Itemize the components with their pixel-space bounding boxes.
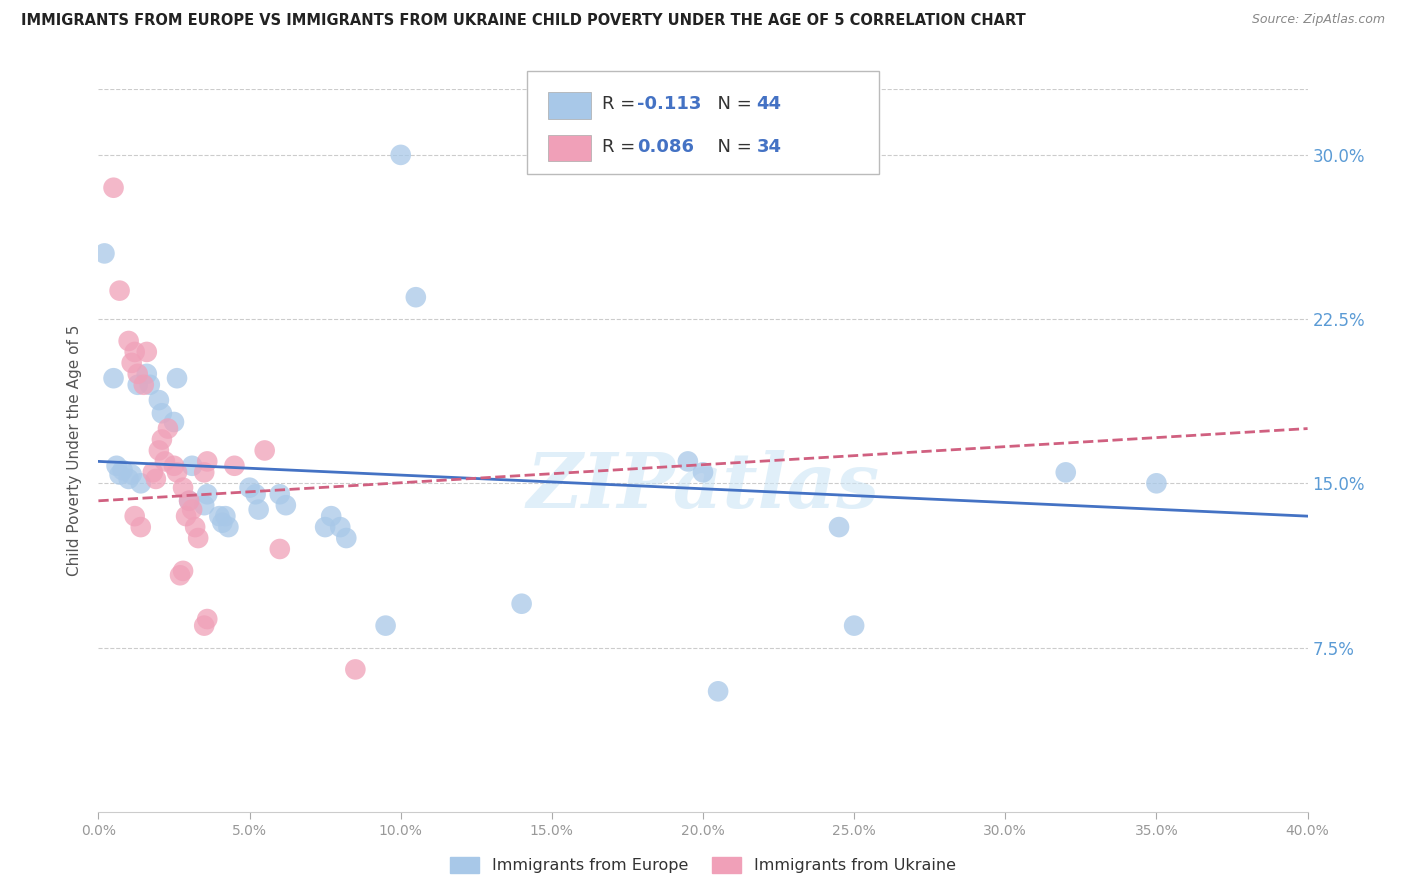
Text: 0.086: 0.086	[637, 138, 695, 156]
Y-axis label: Child Poverty Under the Age of 5: Child Poverty Under the Age of 5	[67, 325, 83, 576]
Point	[142, 466, 165, 480]
Point	[172, 481, 194, 495]
Point	[269, 541, 291, 556]
Point	[156, 421, 179, 435]
Point	[132, 377, 155, 392]
Point	[103, 371, 125, 385]
Point	[184, 520, 207, 534]
Point	[108, 284, 131, 298]
Text: -0.113: -0.113	[637, 95, 702, 113]
Point	[93, 246, 115, 260]
Text: IMMIGRANTS FROM EUROPE VS IMMIGRANTS FROM UKRAINE CHILD POVERTY UNDER THE AGE OF: IMMIGRANTS FROM EUROPE VS IMMIGRANTS FRO…	[21, 13, 1026, 29]
Point	[103, 180, 125, 194]
Point	[181, 502, 204, 516]
Text: N =: N =	[706, 95, 758, 113]
Point	[118, 472, 141, 486]
Point	[707, 684, 730, 698]
Point	[166, 466, 188, 480]
Point	[193, 618, 215, 632]
Point	[193, 498, 215, 512]
Point	[145, 472, 167, 486]
Point	[214, 509, 236, 524]
Point	[247, 502, 270, 516]
Point	[163, 415, 186, 429]
Point	[163, 458, 186, 473]
Point	[150, 433, 173, 447]
Point	[181, 458, 204, 473]
Point	[828, 520, 851, 534]
Text: ZIPatlas: ZIPatlas	[526, 450, 880, 524]
Point	[127, 377, 149, 392]
Point	[148, 393, 170, 408]
Point	[174, 509, 197, 524]
Point	[121, 356, 143, 370]
Point	[274, 498, 297, 512]
Text: Source: ZipAtlas.com: Source: ZipAtlas.com	[1251, 13, 1385, 27]
Point	[169, 568, 191, 582]
Point	[148, 443, 170, 458]
Point	[187, 531, 209, 545]
Point	[129, 520, 152, 534]
Point	[193, 466, 215, 480]
Text: 34: 34	[756, 138, 782, 156]
Point	[105, 458, 128, 473]
Point	[166, 371, 188, 385]
Point	[108, 467, 131, 482]
Point	[127, 367, 149, 381]
Point	[321, 509, 343, 524]
Point	[139, 377, 162, 392]
Point	[405, 290, 427, 304]
Point	[172, 564, 194, 578]
Point	[1054, 466, 1077, 480]
Point	[179, 493, 201, 508]
Point	[329, 520, 352, 534]
Point	[389, 148, 412, 162]
Point	[135, 345, 157, 359]
Point	[111, 463, 134, 477]
Point	[344, 662, 367, 676]
Point	[208, 509, 231, 524]
Point	[676, 454, 699, 468]
Point	[245, 487, 267, 501]
Point	[692, 466, 714, 480]
Point	[844, 618, 866, 632]
Text: R =: R =	[602, 95, 641, 113]
Point	[121, 467, 143, 482]
Point	[118, 334, 141, 348]
Point	[124, 509, 146, 524]
Point	[135, 367, 157, 381]
Point	[1146, 476, 1168, 491]
Point	[269, 487, 291, 501]
Text: 44: 44	[756, 95, 782, 113]
Point	[195, 612, 218, 626]
Point	[129, 476, 152, 491]
Point	[195, 487, 218, 501]
Point	[124, 345, 146, 359]
Point	[314, 520, 336, 534]
Point	[253, 443, 276, 458]
Point	[239, 481, 262, 495]
Point	[335, 531, 357, 545]
Point	[211, 516, 233, 530]
Point	[179, 493, 201, 508]
Point	[224, 458, 246, 473]
Point	[217, 520, 239, 534]
Legend: Immigrants from Europe, Immigrants from Ukraine: Immigrants from Europe, Immigrants from …	[444, 850, 962, 880]
Text: N =: N =	[706, 138, 758, 156]
Point	[150, 406, 173, 420]
Text: R =: R =	[602, 138, 641, 156]
Point	[195, 454, 218, 468]
Point	[153, 454, 176, 468]
Point	[510, 597, 533, 611]
Point	[374, 618, 396, 632]
